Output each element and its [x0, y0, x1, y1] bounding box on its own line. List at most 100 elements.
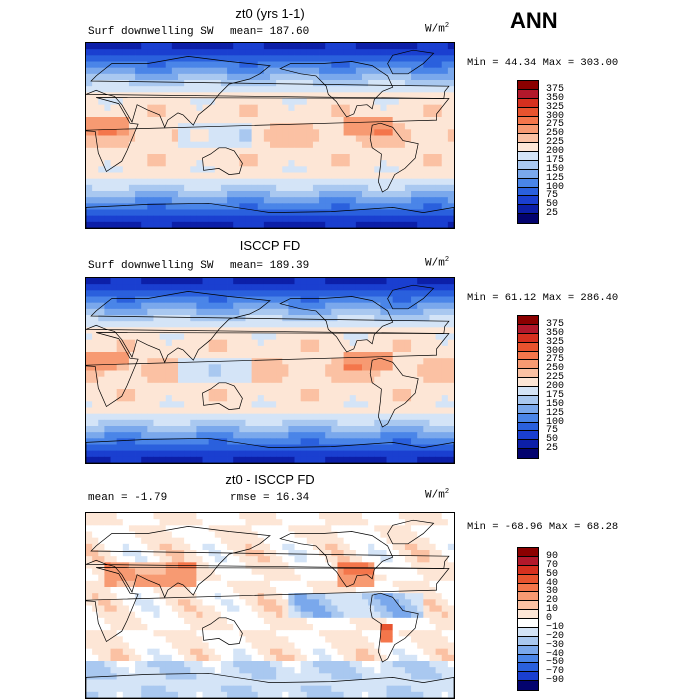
map-field-cell	[294, 630, 302, 637]
map-field-cell	[196, 630, 203, 637]
map-field-cell	[319, 345, 326, 353]
map-field-cell	[404, 624, 412, 631]
map-field-cell	[306, 215, 314, 223]
map-field-cell	[429, 67, 436, 75]
map-field-cell	[417, 129, 424, 136]
map-field-cell	[208, 519, 216, 526]
map-field-cell	[165, 389, 173, 396]
map-field-cell	[159, 80, 167, 87]
map-field-cell	[135, 568, 142, 576]
map-field-cell	[165, 197, 173, 204]
map-field-cell	[294, 129, 302, 136]
map-field-cell	[380, 92, 387, 99]
map-field-cell	[276, 221, 283, 228]
map-field-cell	[270, 284, 277, 291]
map-field-cell	[116, 290, 124, 297]
map-field-cell	[435, 321, 443, 328]
map-field-cell	[337, 154, 344, 161]
map-field-cell	[98, 154, 105, 161]
map-field-cell	[288, 395, 295, 402]
map-field-cell	[337, 438, 344, 445]
map-field-cell	[239, 61, 246, 69]
map-field-cell	[98, 221, 105, 228]
colorbar-swatch	[518, 134, 538, 144]
map-field-cell	[86, 543, 93, 551]
map-field-cell	[122, 450, 130, 458]
map-field-cell	[239, 642, 246, 650]
map-field-cell	[306, 184, 314, 192]
map-field-cell	[429, 605, 436, 613]
map-field-cell	[122, 413, 130, 421]
map-field-cell	[355, 642, 363, 650]
map-field-cell	[92, 562, 99, 569]
map-field-cell	[239, 209, 246, 217]
map-field-cell	[288, 209, 295, 217]
map-field-cell	[276, 284, 283, 291]
map-field-cell	[386, 587, 394, 594]
map-field-cell	[368, 450, 375, 458]
map-field-cell	[233, 61, 240, 69]
map-field-cell	[233, 376, 240, 384]
map-field-cell	[404, 308, 412, 316]
map-field-cell	[153, 593, 160, 600]
map-field-cell	[276, 519, 283, 526]
map-field-cell	[263, 209, 271, 217]
map-field-cell	[447, 339, 454, 347]
map-field-cell	[159, 98, 167, 106]
map-field-cell	[128, 456, 136, 463]
map-field-cell	[423, 215, 430, 223]
map-field-cell	[122, 605, 130, 613]
map-field-cell	[184, 209, 191, 217]
map-field-cell	[337, 221, 344, 228]
map-field-cell	[239, 43, 246, 50]
map-field-cell	[86, 327, 93, 334]
map-field-cell	[159, 636, 167, 643]
map-field-cell	[141, 110, 148, 118]
map-field-cell	[239, 407, 246, 415]
map-field-cell	[251, 184, 259, 192]
map-field-cell	[368, 624, 375, 631]
map-field-cell	[368, 617, 375, 625]
colorbar-swatch	[518, 431, 538, 441]
map-field-cell	[208, 215, 216, 223]
map-field-cell	[159, 580, 167, 588]
map-field-cell	[355, 308, 363, 316]
map-field-cell	[104, 61, 111, 69]
map-field-cell	[178, 587, 185, 594]
map-field-cell	[128, 382, 136, 390]
map-field-cell	[417, 339, 424, 347]
map-field-cell	[251, 389, 259, 396]
map-field-cell	[128, 519, 136, 526]
map-field-cell	[196, 178, 203, 186]
map-field-cell	[184, 419, 191, 427]
map-field-cell	[447, 221, 454, 228]
map-field-cell	[435, 141, 443, 149]
map-field-cell	[98, 296, 105, 304]
map-field-cell	[135, 315, 142, 322]
map-field-cell	[386, 104, 394, 112]
map-field-cell	[349, 191, 357, 198]
map-field-cell	[141, 642, 148, 650]
map-field-cell	[398, 333, 406, 341]
map-field-cell	[233, 296, 240, 304]
map-field-cell	[312, 624, 320, 631]
map-field-cell	[392, 73, 400, 81]
map-field-cell	[86, 302, 93, 310]
map-field-cell	[429, 184, 436, 192]
map-field-cell	[368, 135, 375, 143]
map-field-cell	[331, 389, 338, 396]
map-field-cell	[411, 135, 418, 143]
map-field-cell	[263, 98, 271, 106]
map-field-cell	[368, 215, 375, 223]
map-field-cell	[147, 370, 154, 378]
map-field-cell	[171, 401, 179, 408]
map-field-cell	[337, 197, 344, 204]
map-field-cell	[171, 382, 179, 390]
map-field-cell	[208, 438, 216, 445]
map-field-cell	[128, 407, 136, 415]
map-field-cell	[331, 358, 338, 365]
map-field-cell	[349, 587, 357, 594]
map-field-cell	[202, 413, 210, 421]
map-field-cell	[306, 327, 314, 334]
map-field-cell	[276, 154, 283, 161]
